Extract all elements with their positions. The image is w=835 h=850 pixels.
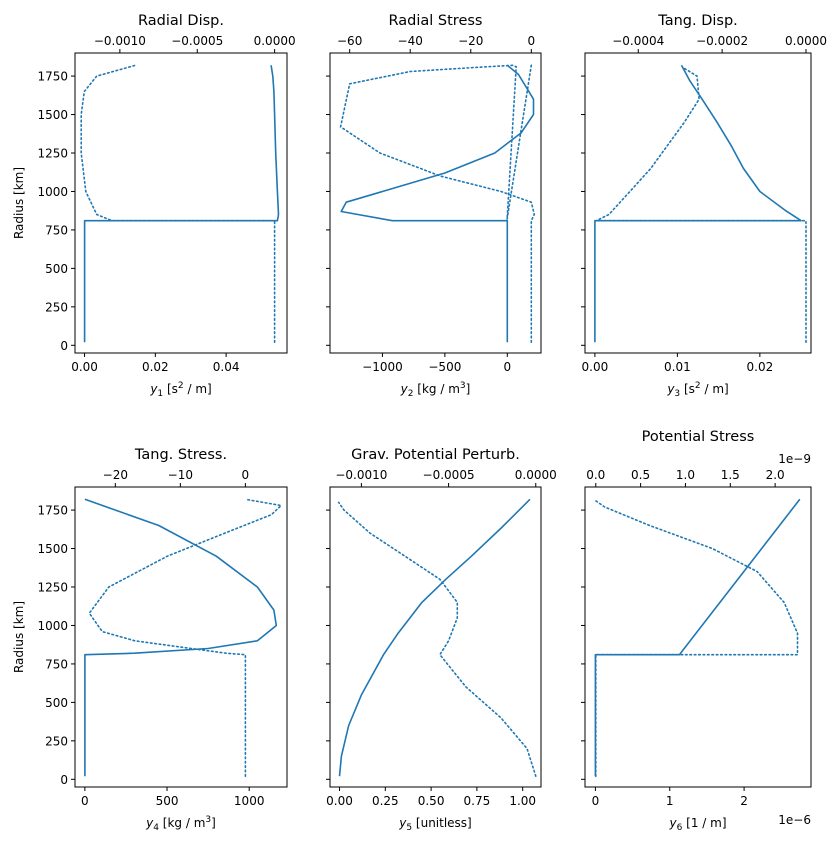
x-tick-label: 1.00 xyxy=(509,794,536,808)
axes-frame xyxy=(329,52,542,354)
x-tick-label: 0.00 xyxy=(71,360,98,374)
series-solid-line xyxy=(84,498,278,777)
panel-4: 0 250 500 750 1000 1250 1500 1750 0 500 1000 −20 −10… xyxy=(12,447,288,833)
top-x-tick-label: 0.0000 xyxy=(785,34,827,48)
axes-frame xyxy=(74,486,288,788)
panel-2: −1000 −500 0 −60 −40 −20 0 Radial Stress y2 [kg … xyxy=(326,13,542,399)
y-tick-label: 750 xyxy=(45,657,68,671)
series-solid-line xyxy=(594,64,802,343)
y-tick-label: 250 xyxy=(45,300,68,314)
x-axis-label: y3 [s2 / m] xyxy=(666,381,728,399)
x-tick-label: 0 xyxy=(503,360,511,374)
panel-6: 0 1 2 0.0 0.5 1.0 1.5 2.0 1e−6 1e−9 Potential Stre… xyxy=(581,429,812,833)
x-tick-label: 0 xyxy=(592,794,600,808)
y-tick-label: 1000 xyxy=(37,185,68,199)
panel-1: 0 250 500 750 1000 1250 1500 1750 0.00 0.02 0.04 −0… xyxy=(12,13,296,399)
top-x-tick-label: −0.0005 xyxy=(423,468,475,482)
top-x-tick-label: 2.0 xyxy=(766,468,785,482)
axes-frame xyxy=(584,52,812,354)
axes-frame xyxy=(584,486,812,788)
top-x-tick-label: 0.0 xyxy=(586,468,605,482)
panel-title: Radial Stress xyxy=(389,13,483,29)
y-tick-label: 1500 xyxy=(37,542,68,556)
panel-title: Radial Disp. xyxy=(138,13,224,29)
top-x-tick-label: −60 xyxy=(337,34,362,48)
top-x-tick-label: 1.5 xyxy=(721,468,740,482)
series-solid-line xyxy=(340,64,535,343)
x-tick-label: 0.02 xyxy=(142,360,169,374)
panel-title: Tang. Stress. xyxy=(134,447,227,463)
y-tick-label: 500 xyxy=(45,262,68,276)
bottom-offset-label: 1e−6 xyxy=(778,813,811,827)
axes-frame xyxy=(329,486,542,788)
top-x-tick-label: −10 xyxy=(168,468,193,482)
y-tick-label: 1250 xyxy=(37,147,68,161)
y-axis-label: Radius [km] xyxy=(12,601,26,673)
y-tick-label: 250 xyxy=(45,734,68,748)
y-tick-label: 0 xyxy=(60,773,68,787)
top-x-tick-label: 1.0 xyxy=(676,468,695,482)
top-x-tick-label: 0 xyxy=(527,34,535,48)
x-tick-label: 0.04 xyxy=(213,360,240,374)
series-solid-line xyxy=(338,498,531,777)
x-axis-label: y4 [kg / m3] xyxy=(145,815,216,833)
top-offset-label: 1e−9 xyxy=(778,452,811,466)
top-x-tick-label: −0.0010 xyxy=(335,468,387,482)
top-x-tick-label: 0.0000 xyxy=(515,468,557,482)
x-axis-label: y2 [kg / m3] xyxy=(400,381,471,399)
y-tick-label: 1750 xyxy=(37,70,68,84)
y-tick-label: 1000 xyxy=(37,619,68,633)
y-tick-label: 750 xyxy=(45,223,68,237)
x-tick-label: 500 xyxy=(156,794,179,808)
y-axis-label: Radius [km] xyxy=(12,167,26,239)
panel-5: 0.00 0.25 0.50 0.75 1.00 −0.0010 −0.0005 0.0000… xyxy=(326,447,557,833)
panel-3: 0.00 0.01 0.02 −0.0004 −0.0002 0.0000 Tang. Di… xyxy=(581,13,827,399)
x-tick-label: 0.00 xyxy=(582,360,609,374)
series-dotted-line xyxy=(594,499,799,778)
series-dotted-line xyxy=(595,67,807,344)
x-tick-label: 2 xyxy=(740,794,748,808)
top-x-tick-label: −20 xyxy=(458,34,483,48)
y-tick-label: 1750 xyxy=(37,504,68,518)
x-tick-label: −500 xyxy=(428,360,461,374)
top-x-tick-label: −40 xyxy=(398,34,423,48)
x-axis-label: y6 [1 / m] xyxy=(668,816,726,833)
top-x-tick-label: −0.0004 xyxy=(612,34,664,48)
series-solid-line xyxy=(594,498,801,777)
x-tick-label: 0.02 xyxy=(747,360,774,374)
series-dotted-line xyxy=(88,498,283,778)
y-tick-label: 0 xyxy=(60,339,68,353)
series-dotted-line xyxy=(337,501,537,778)
x-tick-label: 0.01 xyxy=(664,360,691,374)
y-tick-label: 1500 xyxy=(37,108,68,122)
top-x-tick-label: 0.0000 xyxy=(254,34,296,48)
panel-title: Potential Stress xyxy=(642,429,755,445)
y-tick-label: 1250 xyxy=(37,581,68,595)
x-tick-label: 0.50 xyxy=(418,794,445,808)
x-tick-label: −1000 xyxy=(362,360,403,374)
top-x-tick-label: 0.5 xyxy=(631,468,650,482)
x-axis-label: y1 [s2 / m] xyxy=(149,381,211,399)
y-tick-label: 500 xyxy=(45,696,68,710)
series-dotted-line xyxy=(80,64,276,344)
top-x-tick-label: −0.0005 xyxy=(171,34,223,48)
x-tick-label: 0 xyxy=(81,794,89,808)
x-axis-label: y5 [unitless] xyxy=(398,816,472,833)
x-tick-label: 0.75 xyxy=(464,794,491,808)
series-dotted-line xyxy=(339,64,536,344)
x-tick-label: 1 xyxy=(666,794,674,808)
top-x-tick-label: −0.0002 xyxy=(696,34,748,48)
panel-title: Grav. Potential Perturb. xyxy=(351,447,520,463)
top-x-tick-label: 0 xyxy=(242,468,250,482)
panel-title: Tang. Disp. xyxy=(657,13,738,29)
x-tick-label: 1000 xyxy=(234,794,265,808)
x-tick-label: 0.25 xyxy=(372,794,399,808)
top-x-tick-label: −0.0010 xyxy=(94,34,146,48)
series-solid-line xyxy=(83,65,280,343)
axes-frame xyxy=(74,52,288,354)
x-tick-label: 0.00 xyxy=(326,794,353,808)
top-x-tick-label: −20 xyxy=(103,468,128,482)
